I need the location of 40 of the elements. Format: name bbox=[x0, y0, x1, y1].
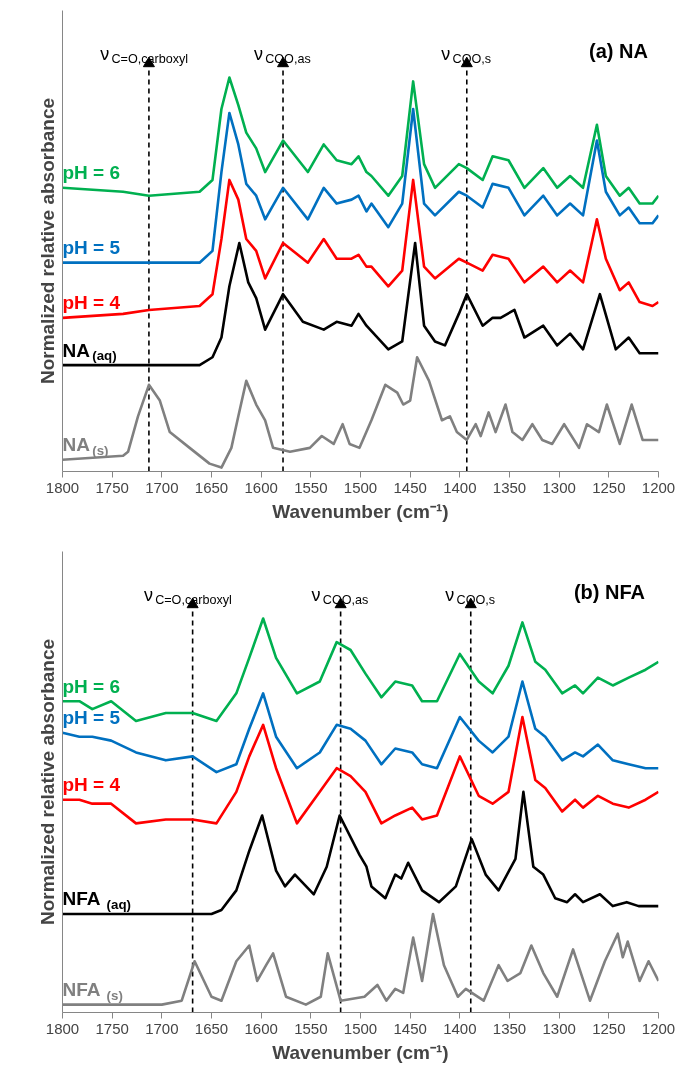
x-tick-label: 1650 bbox=[194, 1019, 229, 1037]
x-tick-label: 1650 bbox=[194, 478, 229, 496]
x-tick-label: 1700 bbox=[145, 478, 179, 496]
x-tick-label: 1700 bbox=[145, 1019, 179, 1037]
x-axis-title: Wavenumber (cm⁻¹) bbox=[272, 1041, 449, 1063]
x-axis-title: Wavenumber (cm⁻¹) bbox=[272, 500, 449, 522]
x-tick-label: 1500 bbox=[343, 1019, 378, 1037]
x-tick-label: 1200 bbox=[641, 478, 676, 496]
series-label: pH = 5 bbox=[62, 237, 121, 259]
y-axis-title: Normalized relative absorbance bbox=[36, 638, 58, 926]
x-tick-label: 1600 bbox=[244, 1019, 278, 1037]
x-tick-label: 1800 bbox=[45, 1019, 80, 1037]
series-label: pH = 4 bbox=[62, 774, 121, 796]
x-tick-label: 1300 bbox=[542, 478, 576, 496]
x-tick-label: 1800 bbox=[45, 478, 80, 496]
series-label: NFA(s) bbox=[62, 979, 123, 1003]
x-tick-label: 1300 bbox=[542, 1019, 576, 1037]
x-tick-label: 1400 bbox=[443, 1019, 477, 1037]
x-tick-label: 1450 bbox=[393, 1019, 427, 1037]
chart-title: (a) NA bbox=[589, 39, 648, 62]
series-label: pH = 6 bbox=[62, 162, 121, 184]
x-tick-label: 1250 bbox=[592, 1019, 626, 1037]
x-tick-label: 1600 bbox=[244, 478, 278, 496]
series-label: pH = 6 bbox=[62, 675, 121, 697]
x-tick-label: 1450 bbox=[393, 478, 427, 496]
series-label: pH = 4 bbox=[62, 292, 121, 314]
x-tick-label: 1350 bbox=[492, 478, 527, 496]
x-tick-label: 1250 bbox=[592, 478, 626, 496]
x-tick-label: 1200 bbox=[641, 1019, 676, 1037]
series-label: NFA(aq) bbox=[62, 888, 131, 913]
x-tick-label: 1550 bbox=[294, 1019, 328, 1037]
x-tick-label: 1750 bbox=[95, 478, 129, 496]
x-tick-label: 1550 bbox=[294, 478, 328, 496]
x-tick-label: 1350 bbox=[492, 1019, 527, 1037]
x-tick-label: 1500 bbox=[343, 478, 378, 496]
series-label: pH = 5 bbox=[62, 707, 121, 729]
x-tick-label: 1750 bbox=[95, 1019, 129, 1037]
x-tick-label: 1400 bbox=[443, 478, 477, 496]
chart-title: (b) NFA bbox=[573, 580, 645, 603]
y-axis-title: Normalized relative absorbance bbox=[36, 97, 58, 385]
